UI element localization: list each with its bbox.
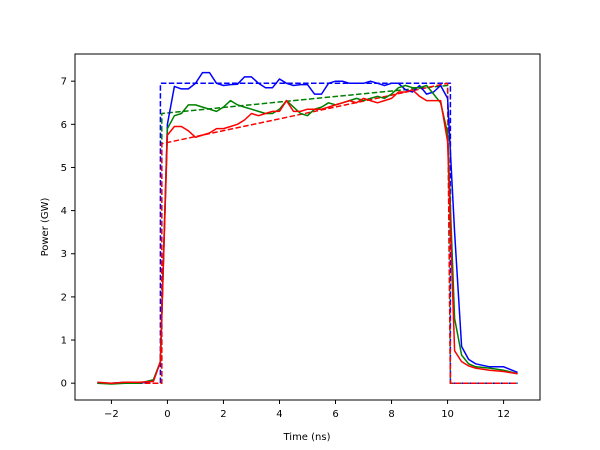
y-tick-label: 0	[61, 379, 67, 390]
x-axis: −2 0 2 4 6 8 10 12	[104, 400, 510, 420]
x-tick-label: −2	[104, 409, 119, 420]
y-tick-label: 7	[61, 77, 67, 88]
x-tick-label: 8	[388, 409, 394, 420]
x-tick-label: 0	[164, 409, 170, 420]
plot-area	[97, 71, 518, 385]
y-axis-label: Power (GW)	[40, 197, 51, 256]
x-tick-label: 10	[441, 409, 454, 420]
y-tick-label: 6	[61, 120, 67, 131]
series-red-measured	[97, 89, 518, 384]
x-tick-label: 12	[497, 409, 510, 420]
y-tick-label: 2	[61, 292, 67, 303]
y-tick-label: 1	[61, 336, 67, 347]
x-tick-label: 2	[220, 409, 226, 420]
series-blue-measured	[97, 71, 518, 384]
y-tick-label: 3	[61, 249, 67, 260]
x-axis-label: Time (ns)	[282, 432, 330, 443]
series-green-measured	[97, 84, 518, 385]
y-tick-label: 5	[61, 163, 67, 174]
x-tick-label: 4	[276, 409, 282, 420]
x-tick-label: 6	[332, 409, 338, 420]
series-green-target	[97, 84, 518, 384]
y-axis: 0 1 2 3 4 5 6 7	[61, 77, 75, 390]
axes-frame	[74, 53, 541, 401]
y-tick-label: 4	[61, 206, 67, 217]
